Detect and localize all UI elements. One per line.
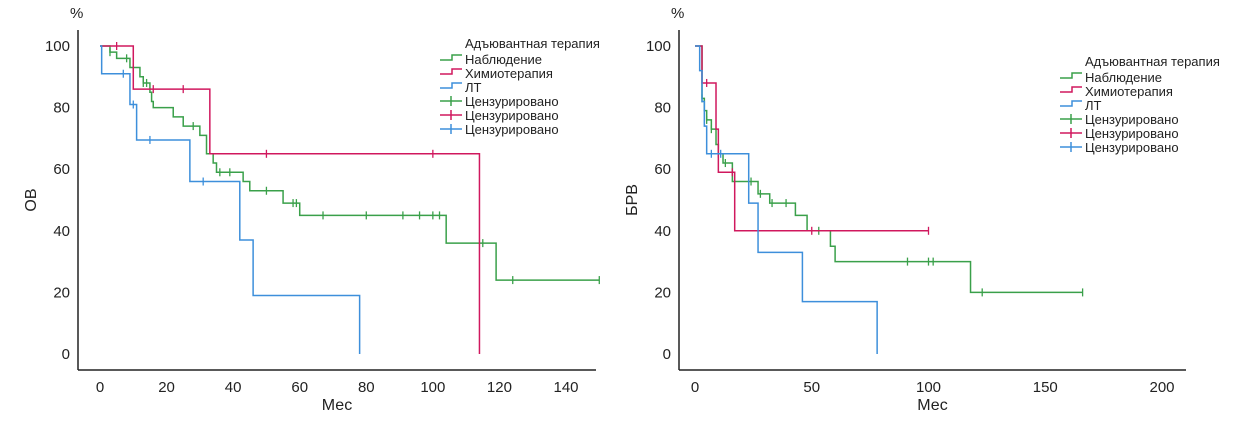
y-tick-label: 100 (45, 38, 70, 55)
y-unit-label: % (671, 5, 684, 22)
y-tick-label: 100 (646, 38, 671, 55)
x-tick-label: 60 (291, 379, 308, 396)
legend-label: Химиотерапия (465, 66, 553, 81)
legend-label: Цензурировано (465, 108, 559, 123)
series-line-Химиотерапия (695, 45, 929, 232)
x-tick-label: 0 (96, 379, 104, 396)
series-line-ЛТ (695, 45, 878, 354)
series-line-Наблюдение (100, 45, 600, 281)
legend-label: ЛТ (1085, 98, 1102, 113)
legend-line-icon (440, 54, 462, 61)
x-tick-label: 200 (1149, 379, 1174, 396)
x-tick-label: 50 (803, 379, 820, 396)
y-tick-label: 60 (654, 161, 671, 178)
legend-line-icon (440, 68, 462, 75)
legend-label: Цензурировано (1085, 112, 1179, 127)
x-tick-label: 120 (487, 379, 512, 396)
series-line-Наблюдение (695, 45, 1083, 294)
chart-0: 0 20 40 60 80 100 120 140 0 20 40 60 80 100 Мес ОВ% Адъю… (23, 5, 600, 414)
x-axis-label: Мес (917, 397, 947, 414)
legend-line-icon (1060, 86, 1082, 93)
legend-label: ЛТ (465, 80, 482, 95)
y-tick-label: 20 (53, 284, 70, 301)
y-tick-label: 80 (53, 100, 70, 117)
x-tick-label: 150 (1033, 379, 1058, 396)
legend-title: Адъювантная терапия (1085, 54, 1220, 69)
y-tick-label: 40 (654, 223, 671, 240)
legend-line-icon (440, 82, 462, 89)
legend-line-icon (1060, 100, 1082, 107)
legend-label: Цензурировано (465, 94, 559, 109)
series-line-Химиотерапия (100, 45, 481, 354)
x-tick-label: 80 (358, 379, 375, 396)
y-axis-label: БРВ (624, 184, 641, 216)
y-tick-label: 0 (62, 346, 70, 363)
y-tick-label: 60 (53, 161, 70, 178)
x-tick-label: 40 (225, 379, 242, 396)
legend-line-icon (1060, 72, 1082, 79)
x-tick-label: 100 (916, 379, 941, 396)
legend-title: Адъювантная терапия (465, 36, 600, 51)
legend-label: Наблюдение (1085, 70, 1162, 85)
y-tick-label: 40 (53, 223, 70, 240)
y-unit-label: % (70, 5, 83, 22)
chart-1: 0 50 100 150 200020406080100МесБРВ%Адъювантн… (624, 5, 1220, 414)
legend-label: Цензурировано (1085, 140, 1179, 155)
y-tick-label: 80 (654, 100, 671, 117)
x-tick-label: 20 (158, 379, 175, 396)
series-line-ЛТ (100, 45, 361, 354)
y-tick-label: 0 (663, 346, 671, 363)
legend-label: Химиотерапия (1085, 84, 1173, 99)
x-axis-label: Мес (322, 397, 352, 414)
legend-label: Наблюдение (465, 52, 542, 67)
legend-label: Цензурировано (465, 122, 559, 137)
x-tick-label: 0 (691, 379, 699, 396)
y-tick-label: 20 (654, 284, 671, 301)
x-tick-label: 140 (553, 379, 578, 396)
legend-label: Цензурировано (1085, 126, 1179, 141)
x-tick-label: 100 (420, 379, 445, 396)
y-axis-label: ОВ (23, 188, 40, 211)
